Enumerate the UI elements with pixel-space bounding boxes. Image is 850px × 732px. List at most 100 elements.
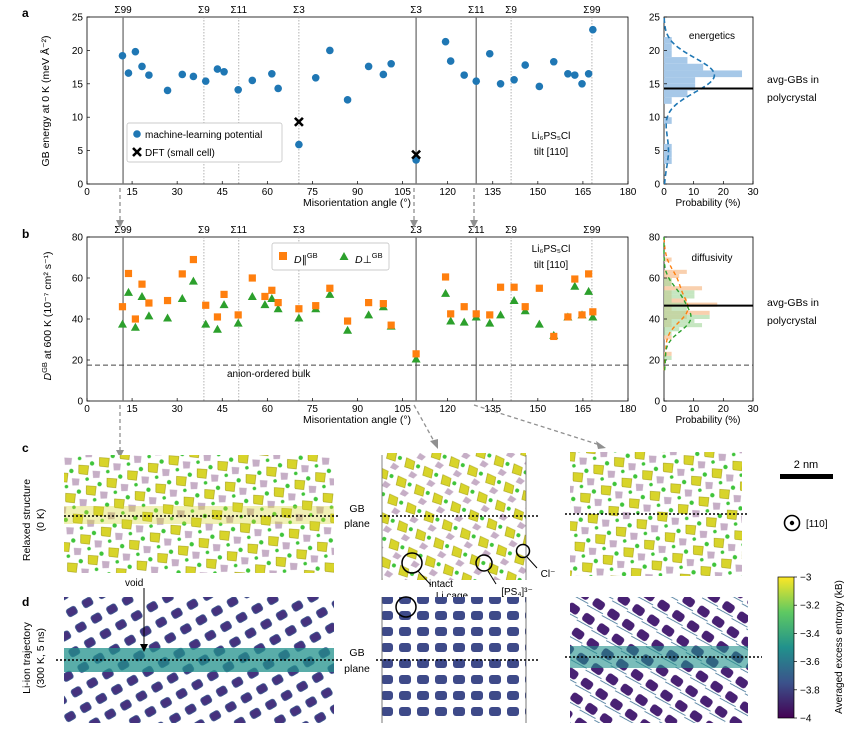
ml-point-23 <box>441 37 450 46</box>
panel-a-xtick-label-165: 165 <box>575 187 592 198</box>
colorbar-ticks: −3 −3.2 −3.4 −3.6 −3.8 −4 <box>794 573 820 725</box>
scale-bar <box>780 474 833 479</box>
hist-a-bar-10 <box>664 57 688 64</box>
colorbar-tick-label-4: −3.8 <box>800 685 820 696</box>
ml-point-5 <box>163 86 172 95</box>
panel-a-sigma-label-2: Σ11 <box>230 5 247 16</box>
panel-b-x-axis-label: Misorientation angle (°) <box>303 414 411 426</box>
ml-point-32 <box>549 57 558 66</box>
ml-point-34 <box>571 71 579 79</box>
connector-arrows <box>119 188 601 452</box>
histogram-a-ticks: 0 10 20 30 0 5 10 15 20 25 <box>649 13 759 199</box>
ps4-label: [PS₄]³⁻ <box>501 587 533 598</box>
ml-point-33 <box>564 69 572 78</box>
panel-a-legend: machine-learning potential DFT (small ce… <box>126 122 283 163</box>
panel-a-xtick-label-75: 75 <box>307 187 319 198</box>
ml-point-26 <box>472 77 481 85</box>
structure-sigma99-lattice <box>64 455 334 573</box>
dpar-point-10 <box>220 290 228 298</box>
legend-dperp-marker <box>339 252 349 260</box>
structure-sigma11 <box>565 452 748 576</box>
ml-point-0 <box>118 51 127 60</box>
ml-point-10 <box>220 67 228 76</box>
legend-dpar-label: D∥GB <box>294 251 318 266</box>
panel-b-xtick-label-90: 90 <box>352 404 364 415</box>
panel-b-sigma-label-6: Σ9 <box>505 225 517 236</box>
panel-a-xtick-label-30: 30 <box>172 187 184 198</box>
dpar-point-1 <box>124 269 133 278</box>
ml-point-37 <box>589 25 597 34</box>
hist-b-green-bar-16 <box>664 290 695 295</box>
dperp-point-7 <box>188 276 198 285</box>
hist-b-ytick-label-40: 40 <box>649 315 661 326</box>
hist-a-ytick-label-10: 10 <box>649 113 661 124</box>
panel-a-x-axis-label: Misorientation angle (°) <box>303 197 411 209</box>
dpar-point-24 <box>441 273 450 281</box>
arrow-b-to-c-middle <box>413 404 436 444</box>
hist-b-ytick-label-0: 0 <box>654 397 660 408</box>
dpar-point-33 <box>550 332 558 341</box>
hist-b-xtick-label-30: 30 <box>747 404 759 415</box>
ml-point-21 <box>387 59 395 68</box>
panel-a-xtick-label-15: 15 <box>127 187 139 198</box>
hist-a-bar-6 <box>664 83 696 91</box>
gb-plane-label-c-1: GB <box>349 503 364 515</box>
dpar-point-6 <box>178 270 186 278</box>
arrowhead-3 <box>470 220 478 228</box>
panel-a-y-ticks: 0 5 10 15 20 25 <box>72 13 90 191</box>
structure-sigma99 <box>64 455 339 573</box>
panel-d-li-trajectories: Li-ion trajectory (300 K, 5 ns) void GB … <box>21 573 845 725</box>
panel-b-bulk-label: anion-ordered bulk <box>227 369 311 380</box>
hist-b-green-bar-6 <box>664 331 672 336</box>
hist-b-ytick-label-80: 80 <box>649 233 661 244</box>
panel-a-xtick-label-105: 105 <box>394 187 411 198</box>
dperp-point-1 <box>123 287 133 296</box>
hist-b-orange-bar-21 <box>664 269 687 274</box>
arrowhead-4 <box>116 450 124 458</box>
histogram-a-title: energetics <box>689 31 735 42</box>
hist-a-bar-1 <box>664 150 672 158</box>
hist-a-xtick-label-10: 10 <box>688 187 700 198</box>
dperp-point-32 <box>534 319 544 328</box>
panel-b-xtick-label-135: 135 <box>484 404 501 415</box>
hist-b-green-bar-10 <box>664 314 710 319</box>
panel-b-sigma-label-2: Σ11 <box>230 225 247 236</box>
panel-b-ytick-label-60: 60 <box>72 274 84 285</box>
hist-b-xtick-label-20: 20 <box>718 404 730 415</box>
trajectory-sigma11 <box>565 597 762 723</box>
dpar-point-20 <box>365 299 373 307</box>
dperp-point-20 <box>364 310 374 319</box>
histogram-a-x-label: Probability (%) <box>675 198 740 209</box>
ml-point-25 <box>460 71 468 79</box>
panel-a-sigma-label-3: Σ3 <box>293 5 305 16</box>
panel-b-data-points <box>117 255 598 363</box>
colorbar-tick-label-3: −3.6 <box>800 657 820 668</box>
panel-label-a: a <box>22 6 29 20</box>
hist-b-green-bar-12 <box>664 306 687 311</box>
panel-a-xtick-label-60: 60 <box>262 187 274 198</box>
ml-point-18 <box>343 96 352 104</box>
panel-a-energy-plot: Σ99 Σ9 Σ11 Σ3 Σ3 Σ11 Σ9 Σ99 0 15 30 45 60 75 90 105 120… <box>39 5 637 209</box>
panel-b-y-ticks: 0 20 40 60 80 <box>72 233 90 408</box>
hist-b-orange-bar-14 <box>664 298 687 303</box>
panel-c-row-sublabel: (0 K) <box>35 509 47 532</box>
colorbar-tick-label-0: −3 <box>800 573 812 584</box>
panel-b-ytick-label-40: 40 <box>72 315 84 326</box>
dft-point-0 <box>293 116 304 127</box>
panel-a-ytick-label-0: 0 <box>77 180 83 191</box>
panel-b-xtick-label-105: 105 <box>394 404 411 415</box>
ml-point-29 <box>510 75 518 84</box>
hist-a-ytick-label-0: 0 <box>654 180 660 191</box>
dpar-point-9 <box>213 313 222 321</box>
panel-a-xtick-label-150: 150 <box>529 187 546 198</box>
panel-b-sigma-label-4: Σ3 <box>410 225 422 236</box>
dperp-point-26 <box>459 317 469 326</box>
hist-a-bar-2 <box>664 143 672 151</box>
panel-b-ytick-label-20: 20 <box>72 356 84 367</box>
panel-a-xtick-label-180: 180 <box>620 187 637 198</box>
dpar-point-7 <box>189 255 197 264</box>
structure-sigma11-lattice <box>570 452 742 576</box>
dpar-point-31 <box>521 303 529 311</box>
dperp-point-24 <box>441 288 451 297</box>
arrowhead-6 <box>596 441 606 449</box>
